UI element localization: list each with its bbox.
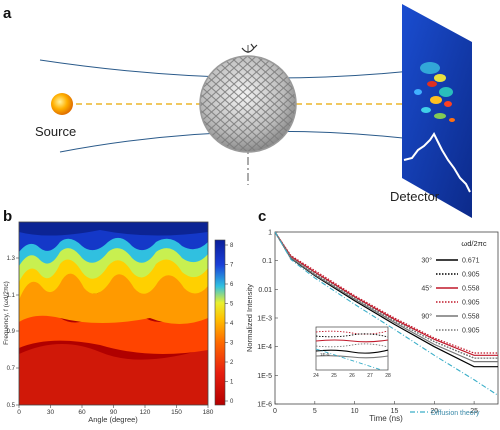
legend-value-label: 0.671 [462,258,480,265]
decay-series-line [275,232,498,359]
decay-x-axis-label: Time (ns) [369,414,403,423]
decay-y-tick-label: 1E-6 [257,402,272,409]
lattice-sphere [199,55,297,153]
decay-y-axis-label: Normalized Intensity [245,284,254,352]
inset-y-tick: 1E-5 [320,352,330,357]
inset-x-tick-label: 26 [349,373,355,379]
decay-y-tick-label: 1E-3 [257,316,272,323]
decay-y-tick-label: 0.1 [262,258,272,265]
colorbar-tick-label: 0 [230,399,234,405]
heatmap-y-ticks: 1.3 1.1 0.9 0.7 0.5 [7,256,19,409]
decay-x-tick-label: 5 [313,408,317,415]
colorbar-tick-label: 3 [230,341,234,347]
heatmap-x-tick-label: 180 [203,409,214,416]
inset-x-tick-label: 28 [385,373,391,379]
decay-lines [275,232,498,396]
legend: 30° 0.671 0.905 45° 0.558 0.905 90° 0.558 0.905 [421,257,479,335]
panel-a-label: a [3,5,12,22]
inset-plot: 1E-5 24 25 26 27 28 [313,326,391,379]
heatmap [19,222,208,405]
decay-y-ticks: 1 0.1 0.01 1E-3 1E-4 1E-5 1E-6 [257,230,278,409]
source-sun-icon [51,93,73,115]
heatmap-x-tick-label: 0 [17,409,21,416]
decay-series-line [275,232,498,354]
decay-series-line [275,232,498,396]
detector-plane [402,4,472,218]
heatmap-y-tick-label: 1.3 [7,256,16,262]
legend-value-label: 0.558 [462,314,480,321]
decay-y-tick-label: 0.01 [258,287,272,294]
inset-x-tick-label: 25 [331,373,337,379]
legend-angle-label: 45° [421,285,432,293]
decay-x-tick-label: 25 [470,408,478,415]
decay-x-ticks: 0 5 10 15 20 25 [273,401,478,415]
panel-c-label: c [258,208,266,225]
legend-angle-label: 30° [421,257,432,265]
heatmap-x-tick-label: 60 [78,409,86,416]
detector-label: Detector [390,189,440,204]
colorbar-tick-label: 4 [230,321,234,327]
decay-x-tick-label: 20 [430,408,438,415]
legend-angle-label: 90° [421,313,432,321]
colorbar-tick-label: 7 [230,263,234,269]
heatmap-y-tick-label: 0.5 [7,403,16,409]
heatmap-y-tick-label: 1.1 [7,293,16,299]
legend-value-label: 0.558 [462,286,480,293]
heatmap-y-tick-label: 0.7 [7,366,16,372]
colorbar-tick-label: 1 [230,380,234,386]
decay-y-tick-label: 1E-4 [257,344,272,351]
rotation-arrow-icon [241,43,258,53]
panel-b-label: b [3,208,12,225]
source-label: Source [35,124,76,139]
colorbar-tick-label: 8 [230,243,234,249]
heatmap-y-axis-label: Frequency, f (ωd/2πc) [3,281,10,345]
colorbar [214,239,226,406]
heatmap-x-tick-label: 120 [140,409,151,416]
decay-series-line [275,232,498,363]
inset-x-tick-label: 27 [367,373,373,379]
decay-y-tick-label: 1E-5 [257,373,272,380]
decay-y-tick-label: 1 [268,230,272,237]
decay-x-tick-label: 15 [391,408,399,415]
decay-x-tick-label: 0 [273,408,277,415]
heatmap-y-tick-label: 0.9 [7,329,16,335]
legend-header: ωd/2πc [461,239,486,248]
heatmap-x-ticks: 0 30 60 90 120 150 180 [17,405,214,416]
colorbar-tick-label: 5 [230,302,234,308]
heatmap-x-tick-label: 150 [171,409,182,416]
legend-value-label: 0.905 [462,300,480,307]
heatmap-x-tick-label: 90 [110,409,118,416]
decay-x-tick-label: 10 [351,408,359,415]
legend-value-label: 0.905 [462,272,480,279]
legend-value-label: 0.905 [462,328,480,335]
heatmap-x-tick-label: 30 [47,409,55,416]
diffusion-legend-label: Diffusion theory [431,410,480,417]
colorbar-ticks: 8 7 6 5 4 3 2 1 0 [225,243,234,405]
decay-series-line [275,232,498,356]
colorbar-tick-label: 6 [230,282,234,288]
inset-x-tick-label: 24 [313,373,319,379]
colorbar-tick-label: 2 [230,360,234,366]
heatmap-x-axis-label: Angle (degree) [88,415,138,424]
